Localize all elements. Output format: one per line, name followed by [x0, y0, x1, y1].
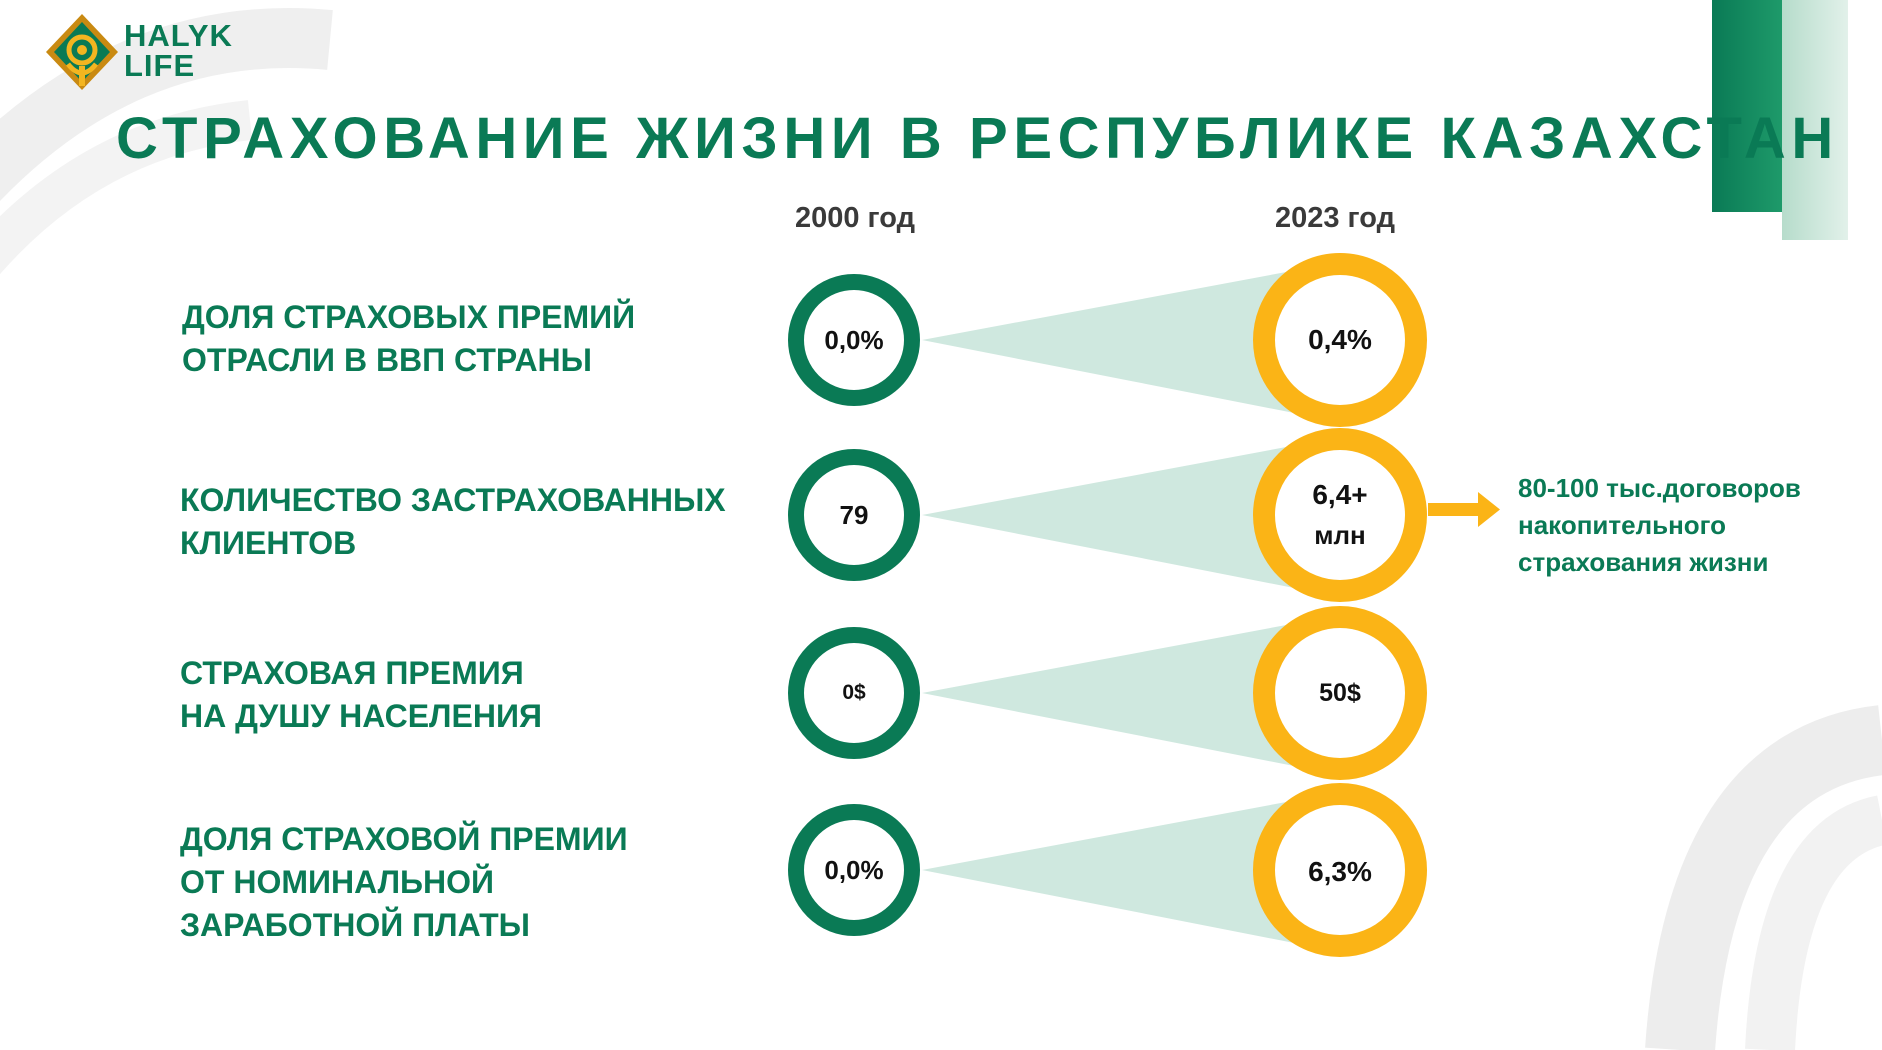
row-1-value-2000: 0,0%: [824, 325, 884, 355]
row-4-value-2000: 0,0%: [824, 855, 884, 885]
row-2-value-2023: 6,4+ млн: [1270, 475, 1410, 555]
halyk-emblem-icon: [46, 14, 118, 90]
note-line: 80-100 тыс.договоров: [1518, 473, 1801, 503]
row-2-value-2023-line2: млн: [1314, 520, 1366, 550]
row-1-value-2023: 0,4%: [1308, 324, 1372, 355]
row-4-value-2023: 6,3%: [1308, 856, 1372, 887]
row-4-label-line: ОТ НОМИНАЛЬНОЙ: [180, 864, 495, 900]
row-4-ring-2000: [788, 804, 920, 936]
row-2-value-2000: 79: [839, 500, 869, 530]
row-3-graphic: [788, 606, 1427, 780]
brand-name-line2: LIFE: [124, 48, 196, 83]
row-2-label-line: КОЛИЧЕСТВО ЗАСТРАХОВАННЫХ: [180, 482, 726, 518]
row-1-cone: [922, 262, 1340, 422]
row-1-graphic: [788, 253, 1427, 427]
row-2-graphic: [788, 428, 1427, 602]
row-1-ring-2023: [1253, 253, 1427, 427]
row-2-label: КОЛИЧЕСТВО ЗАСТРАХОВАННЫХ КЛИЕНТОВ: [180, 479, 726, 565]
decor-bar-dark: [1712, 0, 1782, 212]
row-3-label-line: НА ДУШУ НАСЕЛЕНИЯ: [180, 698, 542, 734]
row-3-value-2023: 50$: [1319, 679, 1361, 707]
row-4-label: ДОЛЯ СТРАХОВОЙ ПРЕМИИ ОТ НОМИНАЛЬНОЙ ЗАР…: [180, 818, 628, 947]
row-1-label-line: ДОЛЯ СТРАХОВЫХ ПРЕМИЙ: [182, 299, 636, 335]
decor-bar-light: [1782, 0, 1848, 240]
row-3-ring-2023: [1253, 606, 1427, 780]
row-2-value-2023-line1: 6,4+: [1312, 479, 1368, 510]
row-1-label: ДОЛЯ СТРАХОВЫХ ПРЕМИЙ ОТРАСЛИ В ВВП СТРА…: [182, 296, 635, 382]
row-3-label: СТРАХОВАЯ ПРЕМИЯ НА ДУШУ НАСЕЛЕНИЯ: [180, 652, 542, 738]
column-header-2023: 2023 год: [1274, 202, 1395, 234]
row-1-ring-2000: [788, 274, 920, 406]
row-2-label-line: КЛИЕНТОВ: [180, 525, 357, 561]
note-line: накопительного: [1518, 510, 1727, 540]
row-4-cone: [922, 792, 1340, 952]
page-title: СТРАХОВАНИЕ ЖИЗНИ В РЕСПУБЛИКЕ КАЗАХСТАН: [116, 106, 1839, 171]
row-3-ring-2000: [788, 627, 920, 759]
row-4-label-line: ДОЛЯ СТРАХОВОЙ ПРЕМИИ: [180, 821, 628, 857]
brand-logo: HALYK LIFE: [44, 12, 294, 92]
row-4-label-line: ЗАРАБОТНОЙ ПЛАТЫ: [180, 907, 530, 943]
row-1-label-line: ОТРАСЛИ В ВВП СТРАНЫ: [182, 342, 592, 378]
row-3-label-line: СТРАХОВАЯ ПРЕМИЯ: [180, 655, 524, 691]
row-2-ring-2023: [1253, 428, 1427, 602]
contracts-note: 80-100 тыс.договоров накопительного стра…: [1518, 470, 1801, 581]
row-2-cone: [922, 437, 1340, 597]
arrow-right-icon: [1428, 492, 1500, 527]
brand-name-line1: HALYK: [124, 18, 233, 53]
note-line: страхования жизни: [1518, 547, 1769, 577]
row-4-ring-2023: [1253, 783, 1427, 957]
row-2-ring-2000: [788, 449, 920, 581]
row-4-graphic: [788, 783, 1427, 957]
row-3-value-2000: 0$: [842, 681, 866, 704]
column-header-2000: 2000 год: [794, 202, 915, 234]
row-3-cone: [922, 615, 1340, 775]
